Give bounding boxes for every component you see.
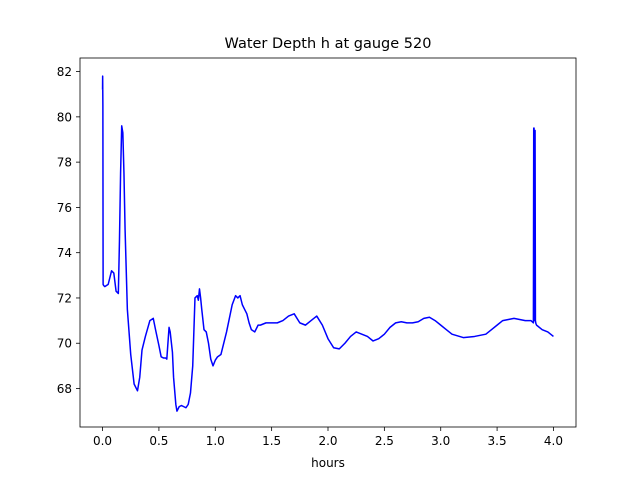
x-tick-label: 0.0	[93, 434, 112, 448]
x-axis: 0.0 0.5 1.0 1.5 2.0 2.5 3.0 3.5 4.0	[93, 427, 563, 448]
x-tick-label: 2.0	[318, 434, 337, 448]
x-tick-label: 1.5	[262, 434, 281, 448]
y-tick-label: 82	[57, 65, 72, 79]
y-tick-label: 70	[57, 337, 72, 351]
x-tick-label: 2.5	[375, 434, 394, 448]
series-line-0	[101, 75, 554, 412]
plot-area	[101, 75, 554, 412]
y-tick-label: 80	[57, 110, 72, 124]
x-tick-label: 3.5	[488, 434, 507, 448]
x-axis-label: hours	[311, 456, 345, 470]
plot-frame	[79, 57, 577, 428]
y-tick-label: 68	[57, 382, 72, 396]
x-tick-label: 1.0	[206, 434, 225, 448]
y-tick-label: 76	[57, 201, 72, 215]
chart-title: Water Depth h at gauge 520	[225, 36, 432, 52]
x-tick-label: 3.0	[431, 434, 450, 448]
y-tick-label: 72	[57, 291, 72, 305]
y-tick-label: 74	[57, 246, 72, 260]
y-tick-label: 78	[57, 156, 72, 170]
x-tick-label: 0.5	[149, 434, 168, 448]
x-tick-label: 4.0	[544, 434, 563, 448]
y-axis: 68 70 72 74 76 78 80 82	[57, 65, 80, 396]
